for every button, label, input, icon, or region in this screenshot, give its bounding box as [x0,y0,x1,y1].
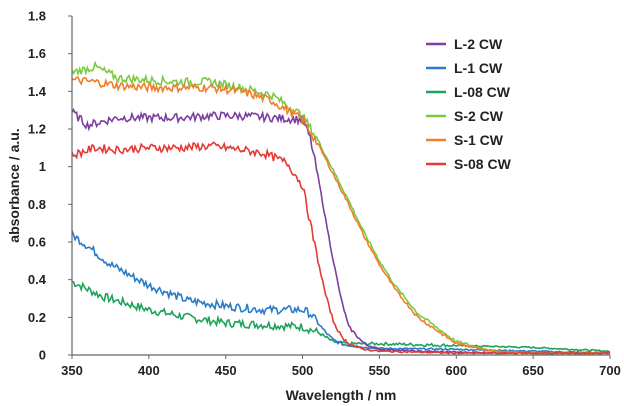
y-tick-label: 0 [39,348,46,363]
y-tick-label: 1.2 [28,122,46,137]
y-tick-label: 1.8 [28,9,46,24]
legend-label: S-1 CW [454,132,504,148]
y-tick-label: 0.2 [28,310,46,325]
series-line-l-1-cw [71,230,611,355]
x-tick-label: 600 [445,363,467,378]
y-tick-label: 1.6 [28,46,46,61]
legend-label: S-08 CW [454,156,512,172]
x-tick-label: 400 [138,363,160,378]
axes [68,15,611,359]
series-line-l-08-cw [71,280,611,353]
legend-label: L-08 CW [454,84,511,100]
x-tick-label: 550 [369,363,391,378]
y-tick-label: 1.4 [28,84,47,99]
plot-lines [71,60,611,355]
legend: L-2 CW L-1 CW L-08 CW S-2 CW S-1 CW S-08 CW [426,36,512,172]
legend-label: L-1 CW [454,60,503,76]
tick-labels: 350 400 450 500 550 600 650 700 0 0.2 0.4 0.6 0.8 1 1.… [28,9,621,379]
y-axis-title: absorbance / a.u. [6,128,22,242]
x-tick-label: 500 [292,363,314,378]
x-tick-label: 700 [599,363,621,378]
y-tick-label: 1 [39,159,46,174]
x-tick-label: 450 [215,363,237,378]
x-tick-label: 650 [522,363,544,378]
legend-label: S-2 CW [454,108,504,124]
y-tick-label: 0.8 [28,197,46,212]
y-tick-label: 0.6 [28,235,46,250]
x-tick-label: 350 [61,363,83,378]
x-axis-title: Wavelength / nm [286,387,397,403]
series-line-s-2-cw [71,60,611,355]
y-tick-label: 0.4 [28,272,47,287]
series-line-s-08-cw [71,141,611,355]
legend-label: L-2 CW [454,36,503,52]
